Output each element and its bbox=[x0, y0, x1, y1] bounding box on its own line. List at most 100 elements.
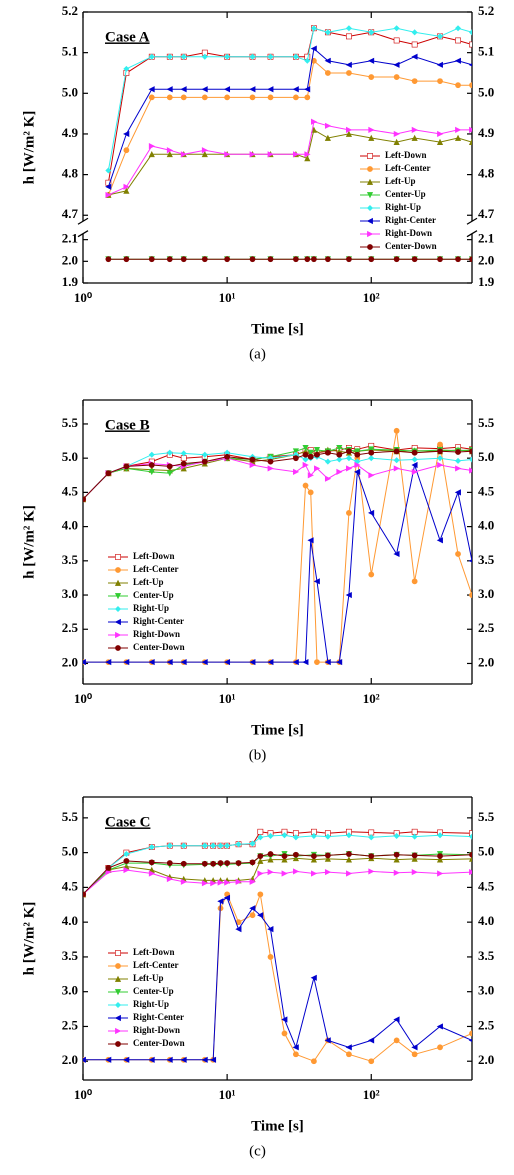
marker bbox=[345, 832, 352, 839]
legend-label: Left-Center bbox=[133, 564, 178, 574]
marker bbox=[368, 126, 375, 133]
marker bbox=[311, 118, 318, 125]
marker bbox=[115, 554, 121, 560]
marker bbox=[354, 461, 361, 469]
marker bbox=[366, 178, 374, 185]
marker bbox=[123, 858, 130, 864]
marker bbox=[307, 453, 314, 460]
legend-item: Left-Down bbox=[360, 150, 427, 160]
legend-item: Right-Down bbox=[108, 629, 180, 639]
marker bbox=[105, 167, 112, 174]
marker bbox=[393, 457, 400, 464]
marker bbox=[148, 94, 155, 101]
x-axis-label: Time [s] bbox=[251, 1118, 304, 1134]
axis-break bbox=[77, 230, 89, 238]
legend-label: Right-Center bbox=[133, 1012, 184, 1022]
marker bbox=[437, 441, 443, 448]
legend-label: Left-Center bbox=[133, 960, 178, 970]
marker bbox=[180, 86, 187, 93]
y-tick-label-right: 4.5 bbox=[478, 878, 495, 893]
marker bbox=[223, 659, 231, 666]
marker bbox=[217, 842, 224, 849]
marker bbox=[368, 74, 375, 80]
marker bbox=[411, 1051, 418, 1058]
marker bbox=[324, 70, 331, 76]
marker bbox=[393, 138, 400, 145]
marker bbox=[336, 451, 343, 458]
marker bbox=[166, 470, 173, 477]
legend-item: Left-Center bbox=[360, 163, 430, 173]
marker bbox=[354, 451, 361, 458]
marker bbox=[346, 448, 352, 455]
y-tick-label-right: 5.5 bbox=[478, 809, 495, 824]
marker bbox=[436, 1023, 443, 1030]
marker bbox=[123, 130, 130, 138]
marker bbox=[201, 842, 208, 849]
marker bbox=[249, 53, 256, 60]
marker bbox=[314, 451, 320, 458]
marker bbox=[324, 122, 332, 129]
legend-label: Left-Up bbox=[133, 973, 164, 983]
legend-label: Right-Down bbox=[133, 1025, 180, 1035]
marker bbox=[314, 659, 320, 666]
marker bbox=[249, 905, 256, 912]
legend-label: Right-Down bbox=[385, 228, 432, 238]
marker bbox=[468, 63, 472, 67]
marker bbox=[249, 878, 256, 885]
marker bbox=[267, 832, 274, 839]
marker bbox=[346, 851, 352, 857]
marker bbox=[201, 659, 208, 666]
marker bbox=[166, 875, 174, 883]
x-tick-label: 10² bbox=[363, 290, 380, 305]
marker bbox=[368, 449, 375, 456]
marker bbox=[249, 461, 256, 469]
legend-item: Left-Center bbox=[108, 564, 178, 574]
marker bbox=[393, 465, 400, 472]
marker bbox=[366, 192, 374, 199]
series-line bbox=[83, 853, 472, 895]
marker bbox=[469, 82, 472, 89]
marker bbox=[201, 1056, 208, 1063]
y-tick-label-right: 5.2 bbox=[478, 3, 494, 18]
legend-label: Left-Up bbox=[133, 577, 164, 587]
y-tick-label: 2.1 bbox=[62, 231, 78, 246]
marker bbox=[148, 256, 155, 263]
marker bbox=[148, 859, 155, 866]
marker bbox=[437, 832, 444, 839]
marker bbox=[201, 451, 208, 458]
marker bbox=[304, 57, 311, 64]
marker bbox=[123, 256, 130, 263]
marker bbox=[455, 551, 461, 557]
marker bbox=[455, 449, 461, 455]
marker bbox=[411, 828, 418, 835]
marker bbox=[267, 53, 274, 60]
legend-item: Right-Up bbox=[108, 603, 169, 613]
marker bbox=[217, 860, 224, 866]
marker bbox=[201, 151, 208, 158]
marker bbox=[166, 1056, 173, 1063]
marker bbox=[324, 659, 331, 666]
marker bbox=[324, 833, 331, 840]
marker bbox=[180, 1056, 187, 1063]
marker bbox=[368, 834, 375, 841]
legend-label: Center-Up bbox=[385, 189, 426, 199]
marker bbox=[468, 138, 472, 145]
marker bbox=[468, 855, 472, 862]
marker bbox=[123, 1056, 130, 1063]
marker bbox=[180, 53, 187, 60]
y-tick-label: 4.0 bbox=[62, 518, 78, 533]
marker bbox=[411, 53, 418, 60]
marker bbox=[437, 78, 443, 85]
marker bbox=[411, 29, 418, 36]
marker bbox=[393, 869, 400, 876]
legend-item: Center-Up bbox=[108, 986, 174, 996]
y-tick-label: 5.1 bbox=[62, 44, 78, 59]
marker bbox=[468, 559, 472, 563]
legend-label: Right-Center bbox=[385, 215, 436, 225]
marker bbox=[115, 963, 121, 969]
marker bbox=[148, 462, 155, 468]
marker bbox=[292, 455, 299, 462]
marker bbox=[345, 25, 352, 32]
marker bbox=[267, 954, 274, 960]
marker bbox=[324, 869, 332, 876]
